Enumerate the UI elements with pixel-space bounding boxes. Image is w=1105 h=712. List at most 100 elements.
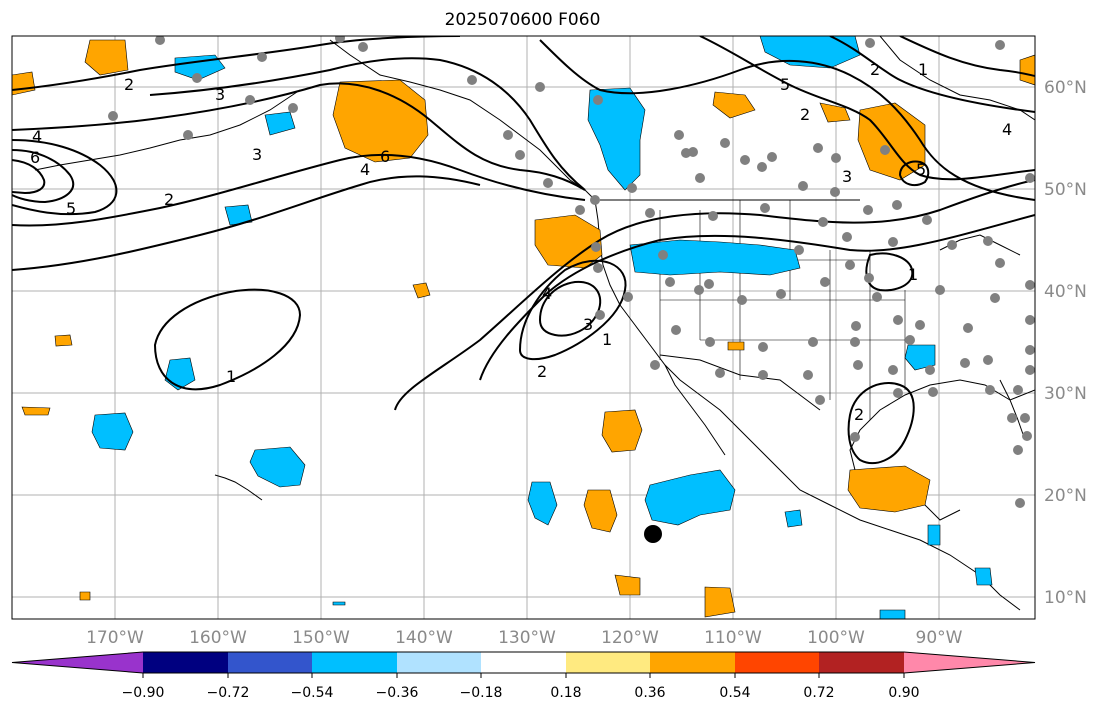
- orange-region: [412, 282, 431, 299]
- lon-label: 100°W: [807, 628, 865, 648]
- station-dot: [947, 240, 957, 250]
- orange-region: [12, 71, 36, 96]
- station-dot: [591, 242, 601, 252]
- contour-line: [12, 36, 461, 91]
- station-dot: [1025, 345, 1035, 355]
- station-dot: [1025, 280, 1035, 290]
- storm-marker: [644, 525, 662, 543]
- station-dot: [695, 173, 705, 183]
- station-dot: [983, 236, 993, 246]
- station-dot: [880, 145, 890, 155]
- colorbar-tick-label: −0.72: [207, 685, 250, 701]
- contour-label: 1: [602, 330, 612, 349]
- hawaii: [214, 474, 263, 501]
- station-dot: [960, 358, 970, 368]
- colorbar-segment: [650, 652, 735, 673]
- station-dot: [1013, 385, 1023, 395]
- contour-label: 6: [30, 148, 40, 167]
- station-dot: [851, 321, 861, 331]
- contour-label: 1: [908, 265, 918, 284]
- colorbar-segment: [735, 652, 819, 673]
- station-dot: [963, 323, 973, 333]
- station-dot: [767, 152, 777, 162]
- colorbar-tick-label: 0.54: [719, 685, 750, 701]
- station-dot: [515, 150, 525, 160]
- contour-line: [153, 288, 302, 391]
- colorbar-segment: [397, 652, 481, 673]
- station-dot: [888, 365, 898, 375]
- contour-line: [12, 82, 586, 191]
- contour-lines: [12, 36, 1035, 465]
- orange-region: [332, 79, 429, 163]
- contour-label: 2: [124, 75, 134, 94]
- lat-label: 20°N: [1044, 486, 1087, 506]
- station-dot: [928, 387, 938, 397]
- lon-label: 120°W: [601, 628, 659, 648]
- contour-label: 4: [32, 127, 42, 146]
- station-dot: [850, 337, 860, 347]
- orange-region: [704, 586, 736, 618]
- colorbar-tick-labels: −0.90 −0.72 −0.54 −0.36 −0.18 0.18 0.36 …: [122, 685, 920, 701]
- contour-label: 4: [360, 160, 370, 179]
- station-dot: [671, 325, 681, 335]
- station-dot: [575, 205, 585, 215]
- hudson-coast: [879, 36, 1035, 121]
- station-dot: [820, 277, 830, 287]
- contour-label: 4: [542, 284, 552, 303]
- blue-region: [904, 344, 936, 371]
- blue-region: [974, 567, 993, 586]
- blue-region: [587, 87, 646, 191]
- contour-label: 2: [164, 190, 174, 209]
- station-dot: [776, 289, 786, 299]
- contour-line: [394, 179, 1035, 411]
- station-dot: [467, 75, 477, 85]
- station-dot: [798, 181, 808, 191]
- station-dot: [1013, 445, 1023, 455]
- orange-region: [847, 465, 931, 513]
- contour-label: 2: [870, 60, 880, 79]
- alaska-coast: [329, 39, 596, 201]
- station-dot: [850, 432, 860, 442]
- station-dot: [627, 183, 637, 193]
- station-dot: [995, 40, 1005, 50]
- station-dot: [720, 138, 730, 148]
- colorbar-segment: [143, 652, 228, 673]
- station-dot: [808, 337, 818, 347]
- lon-label: 170°W: [86, 628, 144, 648]
- contour-line: [12, 153, 586, 227]
- station-dot: [794, 245, 804, 255]
- blue-region: [879, 609, 906, 619]
- orange-region: [819, 102, 851, 123]
- contour-label: 5: [916, 160, 926, 179]
- blue-region: [527, 481, 558, 526]
- station-dot: [935, 285, 945, 295]
- station-dot: [192, 73, 202, 83]
- orange-region: [84, 39, 129, 76]
- station-dot: [925, 365, 935, 375]
- contour-line: [899, 36, 1035, 77]
- colorbar-tick-label: 0.90: [888, 685, 919, 701]
- lat-label: 50°N: [1044, 180, 1087, 200]
- blue-region: [174, 54, 226, 81]
- station-dot: [288, 103, 298, 113]
- station-dot: [888, 237, 898, 247]
- station-dot: [1025, 315, 1035, 325]
- orange-region: [857, 102, 926, 181]
- contour-line: [12, 149, 75, 204]
- station-dot: [674, 130, 684, 140]
- station-dot: [864, 273, 874, 283]
- contour-line: [12, 139, 118, 216]
- contour-line: [12, 175, 481, 271]
- blue-region: [91, 412, 134, 451]
- station-dot: [1020, 413, 1030, 423]
- contour-line: [865, 252, 914, 292]
- positive-anomaly-regions: [12, 39, 1035, 618]
- colorbar: [11, 651, 1036, 678]
- contour-label: 1: [918, 60, 928, 79]
- blue-region: [264, 111, 296, 136]
- station-dot: [995, 258, 1005, 268]
- contour-line: [149, 57, 586, 191]
- orange-region: [21, 406, 51, 416]
- station-dot: [543, 178, 553, 188]
- longitude-labels: 170°W 160°W 150°W 140°W 130°W 120°W 110°…: [86, 628, 963, 648]
